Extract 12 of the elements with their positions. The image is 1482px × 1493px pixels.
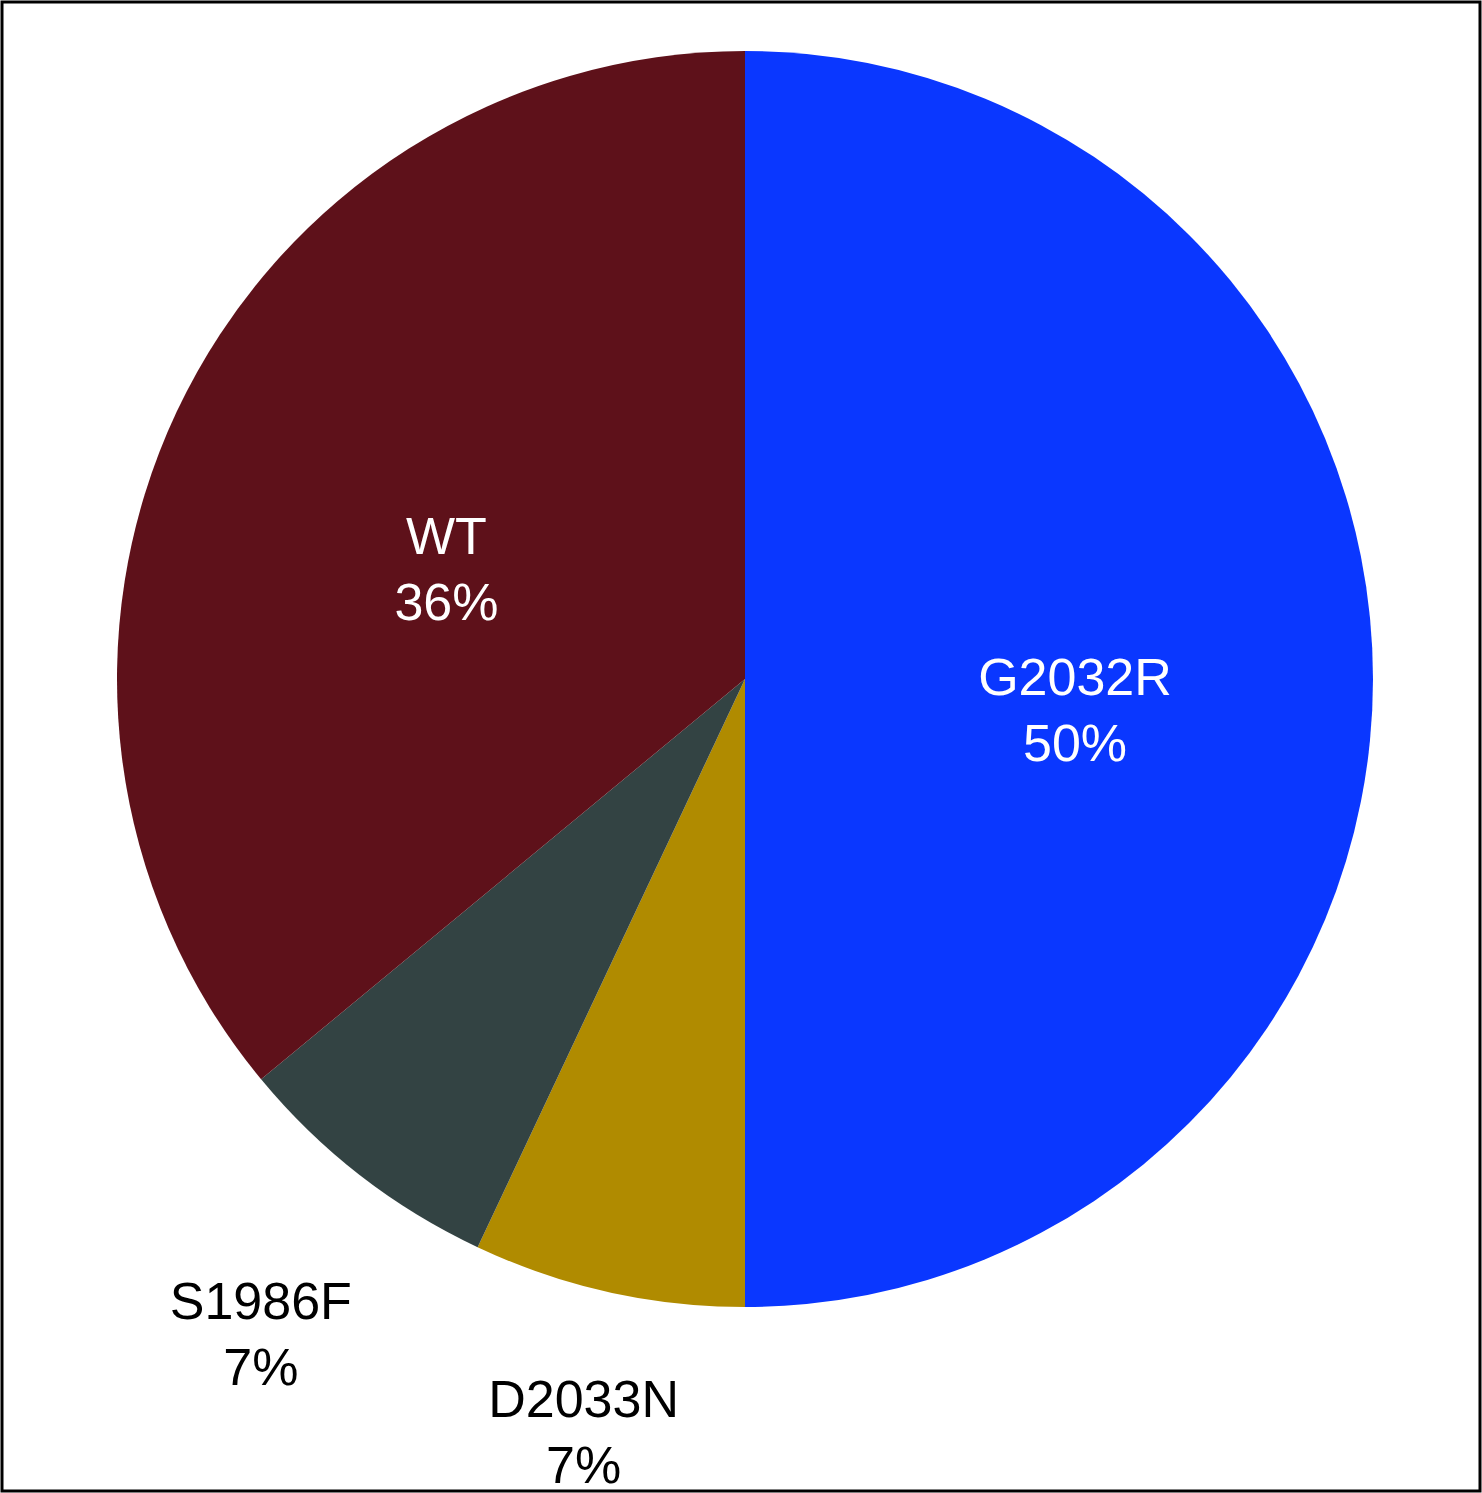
data-label: 7%	[546, 1436, 622, 1493]
pie-slice	[745, 51, 1372, 1307]
pie-slice	[118, 51, 745, 1080]
pie-slice	[261, 679, 745, 1248]
data-label: 7%	[223, 1338, 299, 1397]
slice-label: G2032R	[978, 648, 1172, 706]
slice-label: WT	[405, 507, 487, 566]
pie-slice	[477, 679, 745, 1307]
data-label: 36%	[394, 573, 499, 632]
data-label: 50%	[1022, 714, 1128, 772]
slice-label: D2033N	[488, 1370, 679, 1429]
slice-label: S1986F	[169, 1272, 352, 1331]
